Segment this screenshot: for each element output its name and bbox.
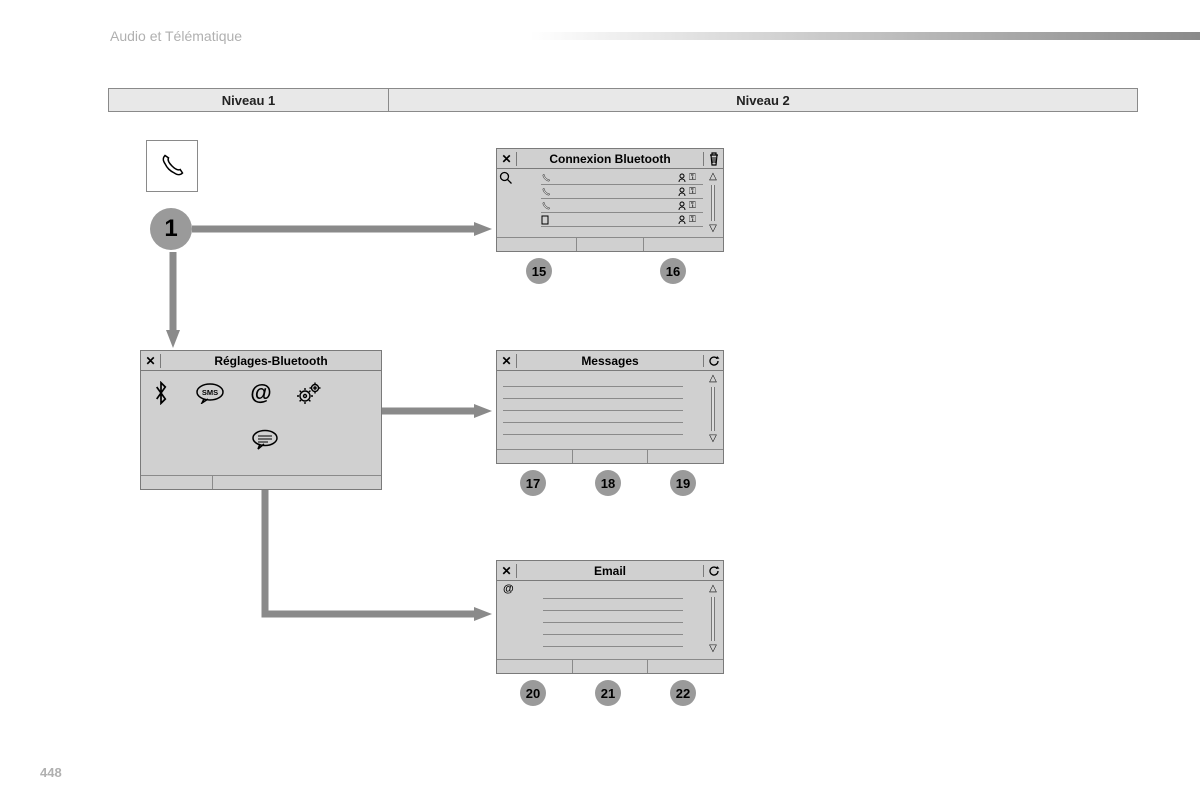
section-title: Audio et Télématique (110, 28, 242, 44)
list-item[interactable] (543, 635, 683, 647)
reglages-title: Réglages-Bluetooth (161, 354, 381, 368)
arrow-to-connexion (192, 220, 496, 240)
close-icon[interactable]: ✕ (497, 152, 517, 166)
email-screen: ✕ Email @ △ ▽ (496, 560, 724, 674)
device-row[interactable]: ⚿ (541, 199, 703, 213)
level-2-header: Niveau 2 (389, 89, 1137, 111)
ref-badge-18: 18 (595, 470, 621, 496)
list-item[interactable] (543, 611, 683, 623)
page-number: 448 (40, 765, 62, 780)
ref-badge-label: 19 (676, 476, 690, 491)
arrow-down-to-reglages (166, 252, 180, 352)
refresh-icon[interactable] (703, 355, 723, 367)
reglages-bluetooth-screen: ✕ Réglages-Bluetooth SMS @ (140, 350, 382, 490)
list-item[interactable] (543, 599, 683, 611)
ref-badge-label: 16 (666, 264, 680, 279)
list-item[interactable] (503, 387, 683, 399)
ref-badge-21: 21 (595, 680, 621, 706)
list-item[interactable] (543, 587, 683, 599)
step-badge-1-label: 1 (164, 215, 177, 243)
phone-icon (158, 152, 186, 180)
chevron-up-icon: △ (709, 171, 717, 183)
contact-icon (677, 201, 689, 211)
device-row[interactable]: ⚿ (541, 213, 703, 227)
messages-footer (497, 449, 723, 463)
device-icon (541, 215, 555, 225)
email-header: ✕ Email (497, 561, 723, 581)
ref-badge-17: 17 (520, 470, 546, 496)
levels-header: Niveau 1 Niveau 2 (108, 88, 1138, 112)
step-badge-1: 1 (150, 208, 192, 250)
close-icon[interactable]: ✕ (141, 354, 161, 368)
ref-badge-22: 22 (670, 680, 696, 706)
chevron-up-icon: △ (709, 373, 717, 385)
device-row[interactable]: ⚿ (541, 185, 703, 199)
contact-icon (677, 215, 689, 225)
scrollbar[interactable]: △ ▽ (705, 171, 721, 235)
arrow-to-messages (382, 402, 496, 422)
gears-icon[interactable] (297, 382, 321, 404)
svg-text:@: @ (250, 381, 271, 405)
key-icon: ⚿ (689, 214, 703, 225)
ref-badge-label: 21 (601, 686, 615, 701)
email-title: Email (517, 564, 703, 578)
connexion-footer (497, 237, 723, 251)
header-stripe (530, 32, 1200, 40)
ref-badge-20: 20 (520, 680, 546, 706)
connexion-header: ✕ Connexion Bluetooth (497, 149, 723, 169)
search-icon[interactable] (499, 171, 513, 185)
svg-text:SMS: SMS (202, 388, 218, 397)
close-icon[interactable]: ✕ (497, 564, 517, 578)
chevron-down-icon: ▽ (709, 643, 717, 655)
email-footer (497, 659, 723, 673)
connexion-bluetooth-screen: ✕ Connexion Bluetooth ⚿ ⚿ ⚿ (496, 148, 724, 252)
list-item[interactable] (503, 375, 683, 387)
close-icon[interactable]: ✕ (497, 354, 517, 368)
list-item[interactable] (503, 411, 683, 423)
key-icon: ⚿ (689, 200, 703, 211)
level-1-header: Niveau 1 (109, 89, 389, 111)
scrollbar[interactable]: △ ▽ (705, 373, 721, 445)
list-item[interactable] (503, 399, 683, 411)
phone-icon (541, 173, 555, 183)
phone-icon (541, 201, 555, 211)
trash-icon[interactable] (703, 152, 723, 166)
phone-entry-button[interactable] (146, 140, 198, 192)
ref-badge-16: 16 (660, 258, 686, 284)
contact-icon (677, 187, 689, 197)
chevron-down-icon: ▽ (709, 223, 717, 235)
bluetooth-icon[interactable] (151, 381, 171, 405)
ref-badge-label: 18 (601, 476, 615, 491)
ref-badge-label: 22 (676, 686, 690, 701)
key-icon: ⚿ (689, 172, 703, 183)
at-icon[interactable]: @ (249, 381, 273, 405)
list-item[interactable] (503, 423, 683, 435)
sms-icon[interactable]: SMS (195, 382, 225, 404)
ref-badge-19: 19 (670, 470, 696, 496)
phone-icon (541, 187, 555, 197)
reglages-header: ✕ Réglages-Bluetooth (141, 351, 381, 371)
scrollbar[interactable]: △ ▽ (705, 583, 721, 655)
chevron-down-icon: ▽ (709, 433, 717, 445)
key-icon: ⚿ (689, 186, 703, 197)
device-row[interactable]: ⚿ (541, 171, 703, 185)
contact-icon (677, 173, 689, 183)
messages-screen: ✕ Messages △ ▽ (496, 350, 724, 464)
refresh-icon[interactable] (703, 565, 723, 577)
reglages-footer (141, 475, 381, 489)
ref-badge-label: 15 (532, 264, 546, 279)
at-icon[interactable]: @ (503, 583, 514, 595)
chevron-up-icon: △ (709, 583, 717, 595)
speech-bubble-icon[interactable] (251, 429, 279, 451)
messages-header: ✕ Messages (497, 351, 723, 371)
ref-badge-label: 17 (526, 476, 540, 491)
ref-badge-15: 15 (526, 258, 552, 284)
ref-badge-label: 20 (526, 686, 540, 701)
connexion-title: Connexion Bluetooth (517, 152, 703, 166)
list-item[interactable] (543, 623, 683, 635)
messages-title: Messages (517, 354, 703, 368)
